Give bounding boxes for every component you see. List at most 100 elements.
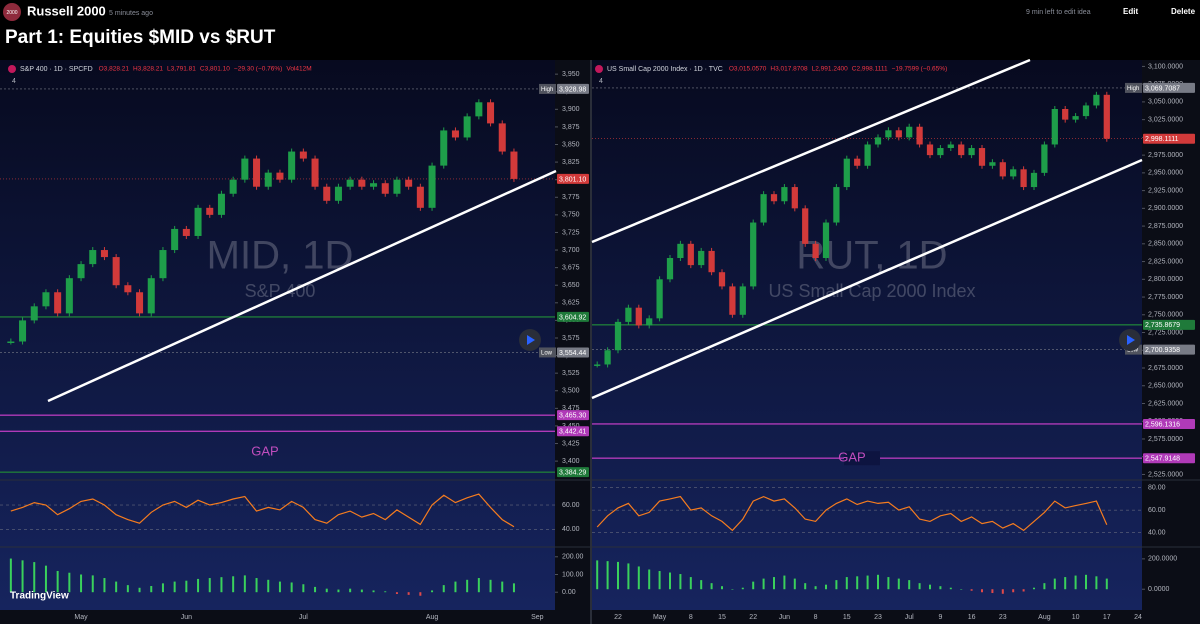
macd-bar: [220, 577, 223, 593]
macd-bar: [877, 574, 879, 590]
x-tick-label: 15: [843, 614, 851, 621]
candle: [594, 364, 601, 366]
candle: [864, 144, 871, 166]
price-label-box: [557, 173, 589, 184]
y-tick-label: 3,575: [562, 335, 580, 342]
price-tag: High: [541, 87, 553, 93]
candle: [1030, 172, 1038, 188]
watermark-sub: US Small Cap 2000 Index: [768, 281, 975, 301]
price-label: 3,465.30: [559, 413, 586, 420]
macd-bar: [617, 561, 619, 590]
y-tick-label: 2,875.0000: [1148, 223, 1183, 230]
macd-bar: [845, 577, 848, 590]
macd-bar: [1033, 587, 1035, 590]
macd-bar: [80, 574, 83, 593]
candle: [147, 278, 155, 314]
candle: [1020, 169, 1027, 188]
price-label: 3,442.41: [559, 429, 586, 436]
candle: [77, 264, 85, 279]
candle: [182, 228, 190, 236]
macd-bar: [1053, 578, 1056, 590]
y-tick-label: 2,850.0000: [1148, 241, 1183, 248]
x-tick-label: May: [653, 614, 667, 621]
x-tick-label: 22: [614, 614, 622, 621]
price-label: 3,801.10: [559, 176, 586, 183]
macd-bar: [887, 577, 890, 590]
candle: [89, 250, 97, 265]
x-tick-label: Sep: [531, 614, 544, 621]
y-tick-label: 3,650: [562, 282, 580, 289]
candle: [451, 130, 459, 138]
x-tick-label: 16: [968, 614, 976, 621]
macd-bar: [689, 577, 692, 590]
trendline: [591, 58, 1031, 244]
candle: [906, 126, 913, 138]
macd-bar: [970, 589, 973, 591]
candle: [760, 194, 767, 223]
macd-bar: [431, 590, 434, 593]
macd-bar: [1043, 583, 1046, 590]
edit-button[interactable]: Edit: [1123, 7, 1138, 16]
candle: [405, 179, 413, 187]
y-tick-label: 3,625: [562, 300, 580, 307]
idea-title: Russell 2000: [27, 3, 106, 18]
price-tag: High: [1127, 86, 1139, 92]
candle: [1082, 105, 1090, 117]
macd-bar: [1095, 576, 1098, 590]
candle: [802, 208, 809, 244]
x-tick-label: 22: [749, 614, 757, 621]
candle: [463, 116, 471, 138]
candle: [843, 158, 850, 188]
ohlc-value: H3,828.21: [133, 66, 163, 73]
macd-bar: [126, 585, 129, 593]
macd-bar: [929, 584, 931, 590]
macd-bar: [814, 586, 817, 590]
candle: [475, 102, 483, 117]
ohlc-value: L3,791.81: [167, 66, 196, 73]
price-label-box: [557, 83, 589, 94]
watermark: RUT, 1D: [796, 234, 947, 278]
candle: [781, 187, 788, 202]
price-label: 3,604.92: [559, 314, 586, 321]
symbol-name: US Small Cap 2000 Index · 1D · TVC: [607, 66, 723, 73]
x-tick-label: 8: [689, 614, 693, 621]
candle: [916, 126, 923, 145]
candle: [124, 285, 132, 293]
candle: [989, 162, 996, 166]
y-tick-label: 2,750.0000: [1148, 312, 1183, 319]
y-tick-label: 2,525.0000: [1148, 471, 1183, 478]
x-tick-label: 15: [718, 614, 726, 621]
candle: [729, 286, 736, 315]
candle: [854, 158, 861, 166]
candle: [264, 172, 272, 187]
y-tick-label: 2,975.0000: [1148, 152, 1183, 159]
y-tick-label: 3,525: [562, 370, 580, 377]
ohlc-value: O3,828.21: [99, 66, 130, 73]
candle: [750, 222, 757, 287]
macd-bar: [991, 589, 994, 594]
candle: [791, 187, 798, 209]
price-tag-box: [1125, 82, 1142, 93]
macd-bar: [793, 578, 796, 590]
macd-bar: [783, 575, 786, 590]
macd-bar: [442, 585, 445, 593]
candle: [635, 307, 642, 326]
macd-bar: [91, 575, 94, 593]
macd-bar: [637, 566, 640, 590]
macd-bar: [161, 583, 164, 593]
y-tick-label: 3,900: [562, 106, 580, 113]
ohlc-value: H3,017.8708: [770, 66, 808, 73]
symbol-name: S&P 400 · 1D · SPCFD: [20, 66, 93, 73]
candle: [666, 258, 674, 280]
x-tick-label: 23: [874, 614, 882, 621]
candle: [1103, 94, 1110, 139]
macd-bar: [325, 588, 328, 593]
candle: [42, 292, 50, 307]
delete-button[interactable]: Delete: [1171, 7, 1196, 16]
macd-tick-label: 0.0000: [1148, 586, 1170, 593]
price-label: 2,700.9358: [1145, 347, 1180, 354]
gap-label: GAP: [251, 443, 278, 458]
candle: [1093, 94, 1100, 106]
macd-tick-label: 0.00: [562, 589, 576, 596]
macd-bar: [407, 592, 410, 595]
